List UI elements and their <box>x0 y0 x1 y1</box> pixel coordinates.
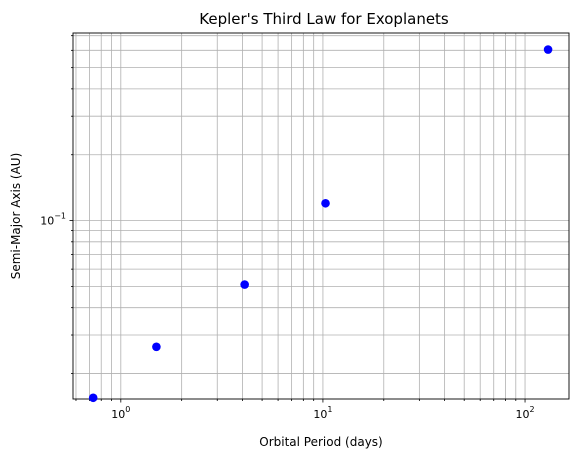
data-point <box>88 393 98 403</box>
axis-ticks: 100 101 102 10−1 <box>40 35 535 421</box>
data-point <box>152 342 161 352</box>
x-axis-label: Orbital Period (days) <box>259 435 382 449</box>
data-points <box>88 45 553 403</box>
data-point <box>321 198 330 208</box>
x-tick-label: 100 <box>111 405 130 421</box>
plot-area <box>72 32 570 400</box>
data-point <box>543 45 553 54</box>
x-tick-label: 102 <box>515 405 534 421</box>
grid <box>73 33 569 399</box>
data-point <box>240 280 249 289</box>
y-tick-label: 10−1 <box>40 212 66 228</box>
chart-title: Kepler's Third Law for Exoplanets <box>199 10 449 28</box>
x-tick-label: 101 <box>313 405 332 421</box>
y-axis-label: Semi-Major Axis (AU) <box>9 153 23 280</box>
